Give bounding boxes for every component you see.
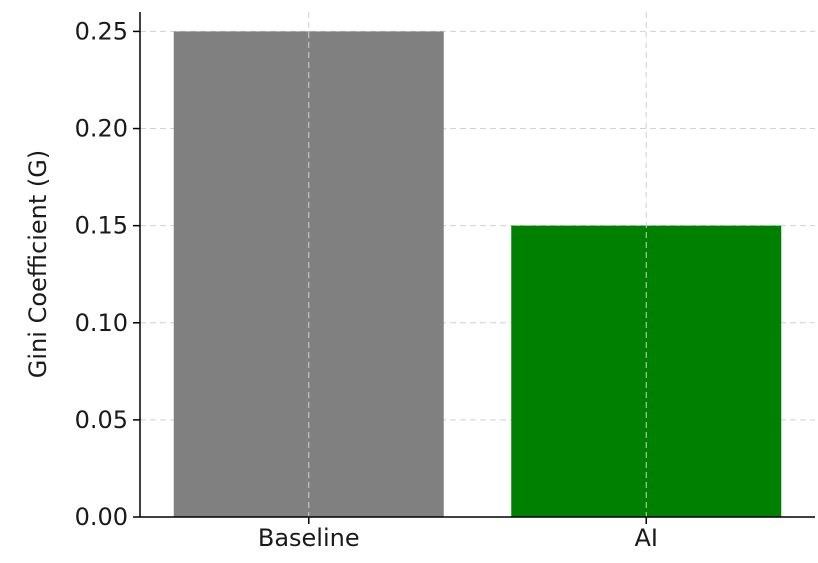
y-tick-label: 0.05 <box>75 406 128 434</box>
tick-labels: 0.00 0.05 0.10 0.15 0.20 0.25 Baseline AI <box>75 17 658 552</box>
y-tick-label: 0.20 <box>75 115 128 143</box>
y-tick-label: 0.10 <box>75 309 128 337</box>
y-tick-label: 0.00 <box>75 503 128 531</box>
axes <box>133 12 815 524</box>
x-tick-label: Baseline <box>258 524 360 552</box>
y-tick-label: 0.25 <box>75 17 128 45</box>
x-tick-label: AI <box>635 524 659 552</box>
y-tick-label: 0.15 <box>75 212 128 240</box>
y-axis-label: Gini Coefficient (G) <box>24 150 52 378</box>
bars <box>173 12 782 518</box>
